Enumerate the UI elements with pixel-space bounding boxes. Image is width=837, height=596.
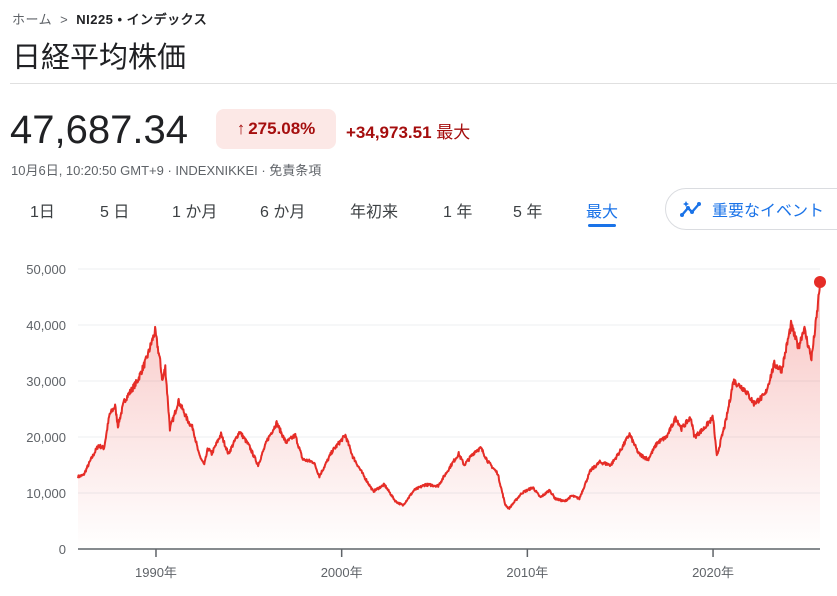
insights-icon <box>680 201 701 217</box>
tab-1y[interactable]: 1 年 <box>443 204 473 221</box>
change-percent-badge: ↑ 275.08% <box>216 109 336 149</box>
divider <box>10 83 837 84</box>
tab-1m[interactable]: 1 か月 <box>172 204 218 221</box>
y-tick-label: 0 <box>59 542 66 557</box>
x-tick-label: 2020年 <box>692 565 734 580</box>
breadcrumb-home-link[interactable]: ホーム <box>12 12 53 27</box>
change-period: 最大 <box>436 123 471 142</box>
x-tick-label: 1990年 <box>135 565 177 580</box>
tab-1d[interactable]: 1日 <box>30 204 55 221</box>
change-percent: 275.08% <box>248 119 316 138</box>
tab-5d[interactable]: 5 日 <box>100 204 130 221</box>
price-area-fill <box>78 282 820 549</box>
y-tick-label: 30,000 <box>26 374 66 389</box>
breadcrumb: ホーム > NI225 • インデックス <box>12 9 207 28</box>
change-value: +34,973.51 <box>346 123 432 142</box>
tab-max[interactable]: 最大 <box>586 198 618 227</box>
last-price-dot <box>814 275 826 288</box>
change-summary: +34,973.51 最大 <box>346 118 470 143</box>
x-tick-label: 2010年 <box>506 565 548 580</box>
key-events-label: 重要なイベント <box>712 203 825 220</box>
tab-5y[interactable]: 5 年 <box>513 204 543 221</box>
y-tick-label: 20,000 <box>26 430 66 445</box>
chevron-right-icon: > <box>60 12 69 27</box>
current-price: 47,687.34 <box>10 108 188 152</box>
price-line <box>77 281 821 510</box>
tab-6m[interactable]: 6 か月 <box>260 204 306 221</box>
arrow-up-icon: ↑ <box>236 119 246 138</box>
y-tick-label: 10,000 <box>26 486 66 501</box>
breadcrumb-current: NI225 • インデックス <box>76 12 208 27</box>
key-events-button[interactable]: 重要なイベント <box>665 188 837 230</box>
tab-ytd[interactable]: 年初来 <box>350 204 399 221</box>
page-title: 日経平均株価 <box>12 42 187 74</box>
x-tick-label: 2000年 <box>321 565 363 580</box>
y-tick-label: 50,000 <box>26 262 66 277</box>
price-chart: 0 10,000 20,000 30,000 40,000 50,000 1990年 200… <box>26 262 826 580</box>
quote-meta: 10月6日, 10:20:50 GMT+9 · INDEXNIKKEI · 免責… <box>11 163 322 178</box>
y-tick-label: 40,000 <box>26 318 66 333</box>
